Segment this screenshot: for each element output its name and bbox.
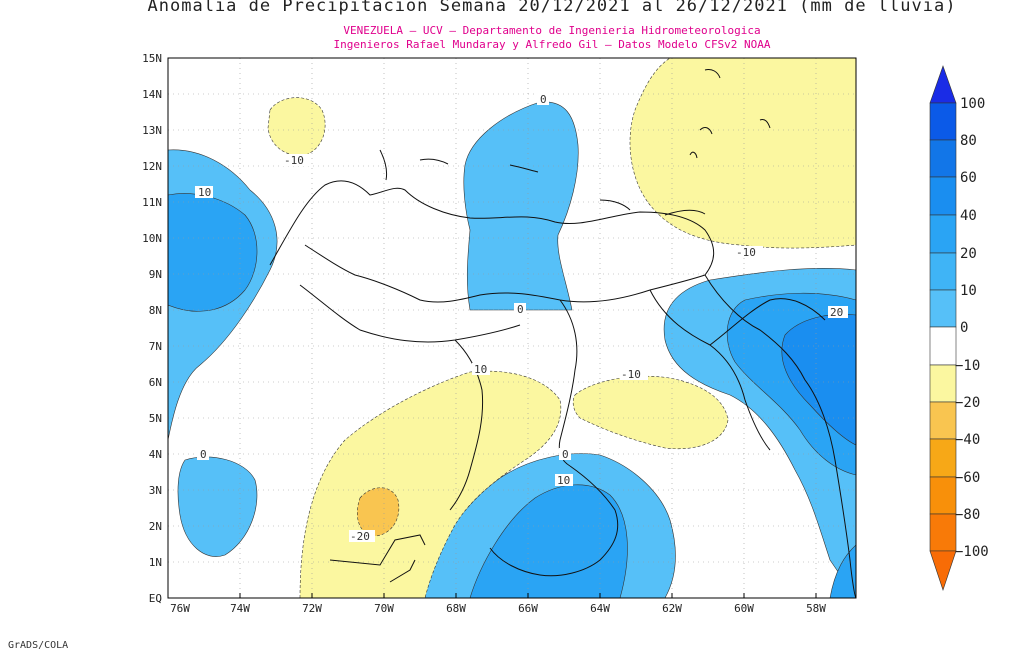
contour-label: -20 <box>350 530 370 543</box>
legend-swatch <box>929 438 957 478</box>
color-legend: 100 80 60 40 20 10 0 −10 −20 −40 −60 −80… <box>929 65 989 591</box>
anomaly-region-central-positive <box>463 101 579 311</box>
legend-swatch <box>929 326 957 366</box>
contour-label: 0 <box>200 448 207 461</box>
legend-swatch <box>929 401 957 440</box>
lat-label: 7N <box>149 340 162 353</box>
longitude-labels: 76W 74W 72W 70W 68W 66W 64W 62W 60W 58W <box>170 602 826 615</box>
lon-label: 72W <box>302 602 322 615</box>
legend-label: −60 <box>955 470 980 486</box>
legend-label: 40 <box>960 208 977 224</box>
legend-swatch <box>929 139 957 178</box>
coastlines-borders <box>269 69 856 598</box>
contour-labels: 10 -10 0 0 -10 0 20 -10 10 0 10 -20 0 <box>195 93 848 543</box>
legend-label: 20 <box>960 246 977 262</box>
legend-swatch <box>929 102 957 141</box>
legend-label: 0 <box>960 320 968 336</box>
anomaly-region-nw-negative <box>267 97 326 156</box>
lat-label: 10N <box>142 232 162 245</box>
legend-label: 10 <box>960 283 977 299</box>
contour-label: 0 <box>562 448 569 461</box>
legend-label: −20 <box>955 395 980 411</box>
lon-label: 70W <box>374 602 394 615</box>
lat-label: 3N <box>149 484 162 497</box>
contour-label: 10 <box>474 363 487 376</box>
lon-label: 66W <box>518 602 538 615</box>
anomaly-region-east-20 <box>781 314 856 446</box>
legend-label: 100 <box>960 96 985 112</box>
lon-label: 62W <box>662 602 682 615</box>
legend-arrow-bottom <box>929 550 957 591</box>
legend-swatch <box>929 214 957 254</box>
contour-label: 20 <box>830 306 843 319</box>
subtitle-line-1: VENEZUELA – UCV – Departamento de Ingeni… <box>343 24 761 37</box>
legend-label: 60 <box>960 170 977 186</box>
contour-label: 0 <box>540 93 547 106</box>
lon-label: 76W <box>170 602 190 615</box>
anomaly-region-ne-negative <box>629 58 856 249</box>
contour-label: 10 <box>198 186 211 199</box>
lat-label: 13N <box>142 124 162 137</box>
contour-label: -10 <box>284 154 304 167</box>
lon-label: 74W <box>230 602 250 615</box>
legend-swatch <box>929 252 957 291</box>
lat-label: 1N <box>149 556 162 569</box>
contour-label: -10 <box>736 246 756 259</box>
map-frame <box>167 57 857 599</box>
map-gridlines <box>168 58 856 598</box>
legend-label: −10 <box>955 358 980 374</box>
legend-label: −80 <box>955 507 980 523</box>
lat-label: 9N <box>149 268 162 281</box>
lat-label: 2N <box>149 520 162 533</box>
legend-swatch <box>929 176 957 216</box>
legend-swatch <box>929 289 957 328</box>
contour-label: 10 <box>557 474 570 487</box>
anomaly-region-ce-negative <box>572 375 729 450</box>
lat-label: 12N <box>142 160 162 173</box>
lat-label: 14N <box>142 88 162 101</box>
lat-label: 15N <box>142 52 162 65</box>
lon-label: 64W <box>590 602 610 615</box>
contour-label: -10 <box>621 368 641 381</box>
legend-label: −40 <box>955 432 980 448</box>
map-title: Anomalia de Precipitacion Semana 20/12/2… <box>147 0 957 16</box>
anomaly-region-sw-minus20 <box>356 487 400 537</box>
legend-label: −100 <box>955 544 989 560</box>
legend-swatch <box>929 364 957 403</box>
anomaly-region-south-10 <box>469 484 628 598</box>
lat-label: 11N <box>142 196 162 209</box>
lat-label: 6N <box>149 376 162 389</box>
lat-label: 4N <box>149 448 162 461</box>
lon-label: 68W <box>446 602 466 615</box>
map-plot: 10 -10 0 0 -10 0 20 -10 10 0 10 -20 0 <box>168 58 856 598</box>
subtitle-line-2: Ingenieros Rafael Mundaray y Alfredo Gil… <box>333 38 771 51</box>
lat-label: EQ <box>149 592 162 605</box>
legend-swatch <box>929 476 957 515</box>
lat-label: 5N <box>149 412 162 425</box>
lat-label: 8N <box>149 304 162 317</box>
legend-label: 80 <box>960 133 977 149</box>
lon-label: 58W <box>806 602 826 615</box>
lon-label: 60W <box>734 602 754 615</box>
legend-swatch <box>929 513 957 552</box>
contour-label: 0 <box>517 303 524 316</box>
legend-arrow-top <box>929 65 957 104</box>
latitude-labels: EQ 1N 2N 3N 4N 5N 6N 7N 8N 9N 10N 11N 12… <box>142 52 162 605</box>
anomaly-region-sw-positive <box>177 456 258 557</box>
grads-credit: GrADS/COLA <box>8 640 69 651</box>
